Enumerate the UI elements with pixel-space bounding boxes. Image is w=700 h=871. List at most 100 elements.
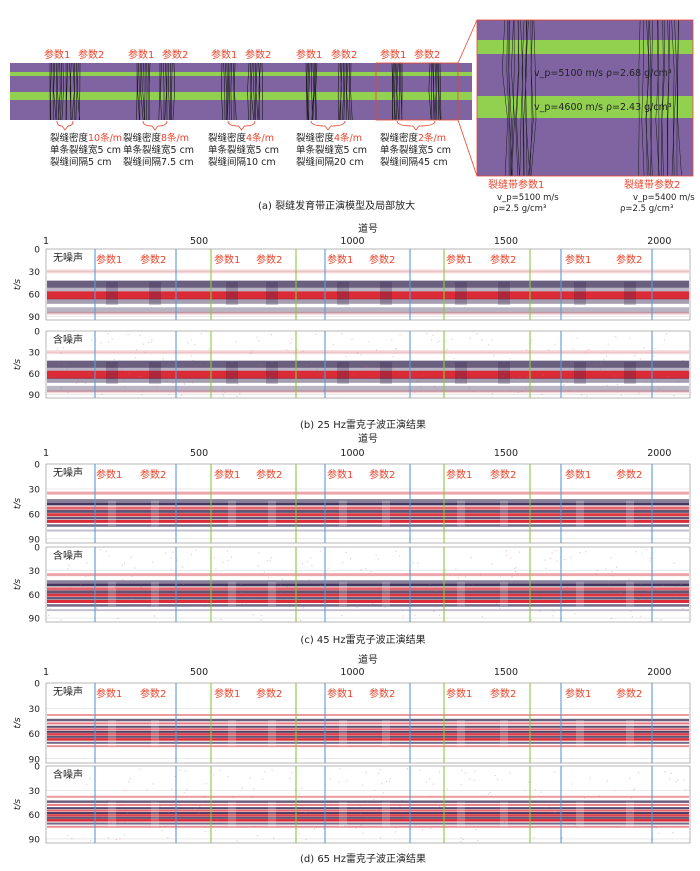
reflection-event <box>47 736 689 738</box>
reflection-event <box>47 312 689 315</box>
noise-dot <box>475 771 476 772</box>
noise-dot <box>488 344 489 345</box>
noise-dot <box>366 772 367 773</box>
noise-dot <box>171 789 172 790</box>
noise-dot <box>296 349 297 350</box>
zoom-upper-layer-label: v_p=5100 m/s ρ=2.68 g/cm³ <box>534 68 672 79</box>
model-green-layer-upper <box>10 72 472 76</box>
noise-dot <box>124 821 125 822</box>
x-tick-label: 1000 <box>340 236 364 247</box>
noise-dot <box>371 571 372 572</box>
noise-dot <box>78 381 79 382</box>
fracture-anomaly <box>574 282 586 305</box>
noise-dot <box>64 363 65 364</box>
noise-dot <box>258 565 259 566</box>
param2-label: 参数2 <box>490 468 516 481</box>
noise-dot <box>267 560 268 561</box>
noise-dot <box>608 583 609 584</box>
noise-dot <box>671 773 672 774</box>
noise-dot <box>429 778 430 779</box>
noise-dot <box>118 618 119 619</box>
noise-dot <box>554 344 555 345</box>
noise-dot <box>545 568 546 569</box>
noise-dot <box>191 554 192 555</box>
noise-dot <box>439 771 440 772</box>
spacing-label: 裂缝间隔10 cm <box>208 156 276 168</box>
noise-dot <box>567 587 568 588</box>
noise-dot <box>247 596 248 597</box>
noise-dot <box>635 551 636 552</box>
noise-dot <box>93 599 94 600</box>
density-value: 10条/m <box>88 132 122 144</box>
noise-dot <box>399 806 400 807</box>
noise-dot <box>606 385 607 386</box>
noise-dot <box>221 619 222 620</box>
noise-dot <box>601 363 602 364</box>
y-axis-label: t/s <box>13 579 23 591</box>
noise-dot <box>465 586 466 587</box>
param1-label: 参数1 <box>446 253 472 266</box>
noise-dot <box>290 778 291 779</box>
width-label: 单条裂缝宽5 cm <box>296 144 367 156</box>
noise-dot <box>410 828 411 829</box>
noise-dot <box>67 392 68 393</box>
param2-label: 参数2 <box>140 687 166 700</box>
noise-dot <box>165 553 166 554</box>
axis-title: 道号 <box>358 432 378 445</box>
noise-dot <box>60 620 61 621</box>
param2-label: 参数2 <box>369 253 395 266</box>
noise-dot <box>673 395 674 396</box>
noise-dot <box>272 580 273 581</box>
noise-dot <box>458 577 459 578</box>
noise-dot <box>664 340 665 341</box>
param2-label: 参数2 <box>414 48 440 61</box>
noise-dot <box>474 780 475 781</box>
reflection-event <box>47 591 689 594</box>
noise-dot <box>222 562 223 563</box>
noise-dot <box>533 837 534 838</box>
brace <box>143 121 167 130</box>
noise-dot <box>161 363 162 364</box>
noise-dot <box>176 560 177 561</box>
noise-dot <box>121 363 122 364</box>
param2-label: 参数2 <box>245 48 271 61</box>
noise-dot <box>439 341 440 342</box>
noise-dot <box>146 789 147 790</box>
noise-dot <box>201 333 202 334</box>
noise-dot <box>302 805 303 806</box>
noise-dot <box>616 827 617 828</box>
noise-dot <box>132 598 133 599</box>
noise-dot <box>311 606 312 607</box>
noise-dot <box>302 563 303 564</box>
noise-dot <box>102 394 103 395</box>
reflection-event <box>47 499 689 502</box>
noise-dot <box>237 605 238 606</box>
noise-dot <box>573 348 574 349</box>
noise-dot <box>118 821 119 822</box>
reflection-event <box>47 361 689 368</box>
noise-dot <box>273 838 274 839</box>
param1-label: 参数1 <box>446 468 472 481</box>
noise-dot <box>90 840 91 841</box>
noise-dot <box>539 596 540 597</box>
noise-dot <box>305 807 306 808</box>
noise-dot <box>480 575 481 576</box>
density-prefix: 裂缝密度 <box>380 132 419 144</box>
noise-dot <box>57 823 58 824</box>
noise-dot <box>574 613 575 614</box>
param2-label: 参数2 <box>616 253 642 266</box>
noise-dot <box>92 362 93 363</box>
reflection-event <box>47 609 689 611</box>
noise-dot <box>347 604 348 605</box>
noise-dot <box>575 604 576 605</box>
reflection-event <box>47 530 689 532</box>
noise-dot <box>371 381 372 382</box>
noise-dot <box>584 797 585 798</box>
noise-dot <box>382 369 383 370</box>
density-label: 裂缝密度2条/m <box>380 132 446 144</box>
noise-dot <box>108 555 109 556</box>
reflection-event <box>47 269 689 273</box>
noise-dot <box>264 571 265 572</box>
noise-dot <box>88 373 89 374</box>
